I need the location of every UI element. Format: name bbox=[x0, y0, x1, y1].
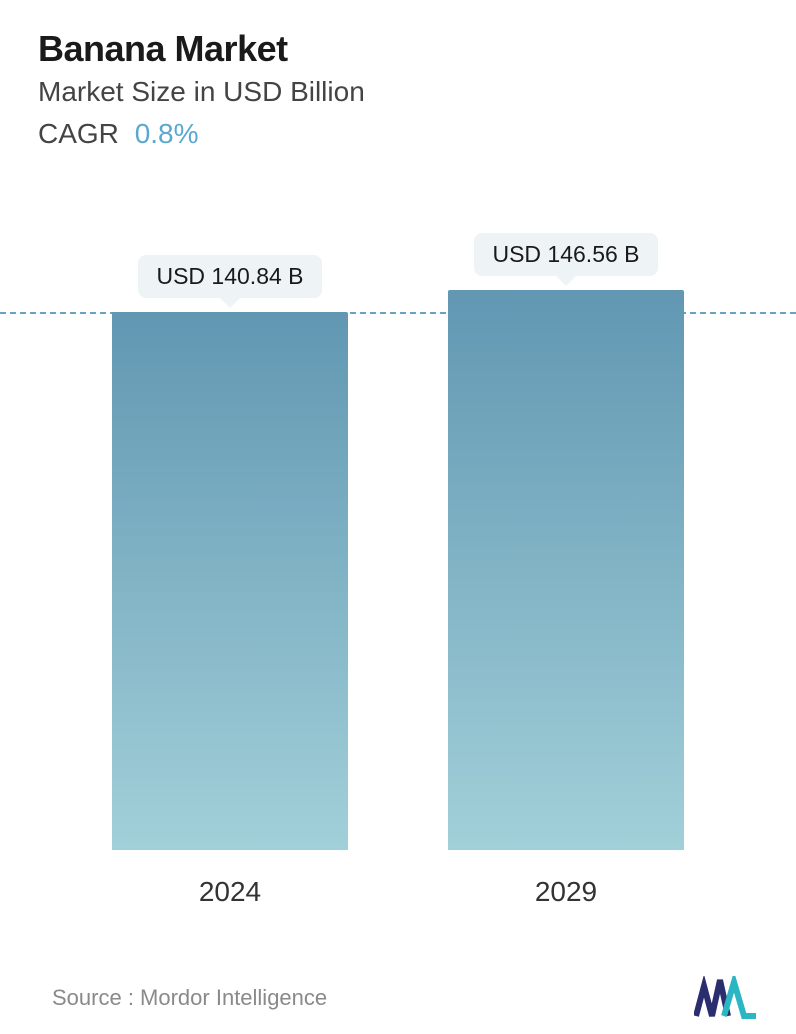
header: Banana Market Market Size in USD Billion… bbox=[0, 0, 796, 150]
brand-logo bbox=[694, 976, 758, 1020]
bar-column: USD 140.84 B bbox=[112, 255, 348, 850]
cagr-row: CAGR 0.8% bbox=[38, 118, 758, 150]
source-text: Source : Mordor Intelligence bbox=[52, 985, 327, 1011]
subtitle: Market Size in USD Billion bbox=[38, 76, 758, 108]
bar-column: USD 146.56 B bbox=[448, 233, 684, 850]
x-axis-label: 2029 bbox=[448, 860, 684, 910]
cagr-value: 0.8% bbox=[135, 118, 199, 149]
bar-chart: USD 140.84 B USD 146.56 B 2024 2029 bbox=[0, 230, 796, 910]
page-title: Banana Market bbox=[38, 28, 758, 70]
x-axis-labels: 2024 2029 bbox=[0, 860, 796, 910]
value-badge: USD 146.56 B bbox=[474, 233, 657, 276]
x-axis-label: 2024 bbox=[112, 860, 348, 910]
bar bbox=[448, 290, 684, 850]
bars-container: USD 140.84 B USD 146.56 B bbox=[0, 230, 796, 850]
footer: Source : Mordor Intelligence bbox=[0, 962, 796, 1034]
cagr-label: CAGR bbox=[38, 118, 119, 149]
value-badge: USD 140.84 B bbox=[138, 255, 321, 298]
bar bbox=[112, 312, 348, 850]
